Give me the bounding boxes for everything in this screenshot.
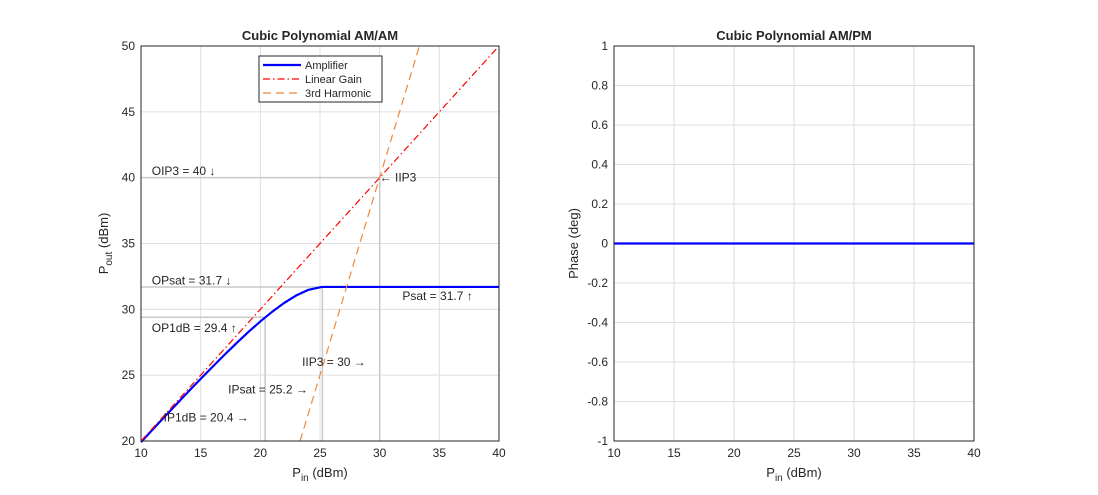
axes-1: 10 15 20 25 30 35 40 -1 -0.8 -0.6 -0.4 -0.2 0 0.2 0.4 0… — [566, 28, 981, 484]
legend-entry: Linear Gain — [305, 74, 362, 86]
x-tick-label: 20 — [727, 446, 741, 460]
chart-title: Cubic Polynomial AM/AM — [242, 28, 398, 43]
annotation: IIP3 = 30 → — [302, 355, 366, 369]
y-tick-label: 20 — [122, 434, 136, 448]
legend-entry: Amplifier — [305, 60, 348, 72]
y-tick-label: 45 — [122, 105, 136, 119]
x-tick-label: 20 — [254, 446, 268, 460]
x-tick-label: 30 — [373, 446, 387, 460]
y-tick-label: 0.2 — [591, 197, 608, 211]
annotation: Psat = 31.7 ↑ — [402, 289, 472, 303]
series-line-linear-gain — [140, 45, 500, 442]
x-tick-label: 40 — [492, 446, 506, 460]
x-tick-label: 15 — [667, 446, 681, 460]
x-tick-label: 35 — [433, 446, 447, 460]
y-tick-label: -1 — [597, 434, 608, 448]
x-tick-label: 10 — [134, 446, 148, 460]
annotation: OIP3 = 40 ↓ — [152, 164, 216, 178]
annotation: OPsat = 31.7 ↓ — [152, 273, 232, 287]
y-tick-label: 35 — [122, 237, 136, 251]
x-tick-label: 35 — [907, 446, 921, 460]
legend-entry: 3rd Harmonic — [305, 88, 372, 100]
axes-box — [140, 45, 500, 442]
y-tick-label: 0.4 — [591, 158, 608, 172]
annotation: IP1dB = 20.4 → — [164, 410, 249, 424]
annotation: OP1dB = 29.4 ↑ — [152, 321, 237, 335]
axes-box — [613, 45, 975, 442]
annotation: ← IIP3 — [380, 171, 417, 185]
y-tick-label: 0 — [601, 237, 608, 251]
y-tick-label: -0.2 — [587, 276, 608, 290]
x-tick-label: 15 — [194, 446, 208, 460]
x-tick-label: 25 — [313, 446, 327, 460]
y-tick-label: 0.6 — [591, 118, 608, 132]
x-tick-label: 30 — [847, 446, 861, 460]
y-axis-label: Phase (deg) — [566, 208, 581, 279]
legend: Amplifier Linear Gain 3rd Harmonic — [258, 55, 383, 103]
series-line-3rd-harmonic — [299, 45, 420, 442]
y-tick-label: 25 — [122, 368, 136, 382]
x-tick-label: 25 — [787, 446, 801, 460]
x-axis-label: Pin (dBm) — [292, 465, 347, 484]
chart-title: Cubic Polynomial AM/PM — [716, 28, 872, 43]
series-line-amplifier — [140, 285, 499, 443]
y-tick-label: 50 — [122, 39, 136, 53]
y-tick-label: 40 — [122, 171, 136, 185]
axes-0: 10 15 20 25 30 35 40 20 25 30 35 40 45 50 Cubic Polyno… — [96, 28, 506, 484]
y-tick-label: -0.8 — [587, 395, 608, 409]
annotation: IPsat = 25.2 → — [228, 383, 308, 397]
y-tick-label: 0.8 — [591, 79, 608, 93]
y-axis-label: Pout (dBm) — [96, 213, 115, 275]
y-tick-label: 30 — [122, 302, 136, 316]
x-axis-label: Pin (dBm) — [766, 465, 821, 484]
y-tick-label: 1 — [601, 39, 608, 53]
x-tick-label: 10 — [607, 446, 621, 460]
y-tick-label: -0.4 — [587, 316, 608, 330]
x-tick-label: 40 — [967, 446, 981, 460]
y-tick-label: -0.6 — [587, 355, 608, 369]
